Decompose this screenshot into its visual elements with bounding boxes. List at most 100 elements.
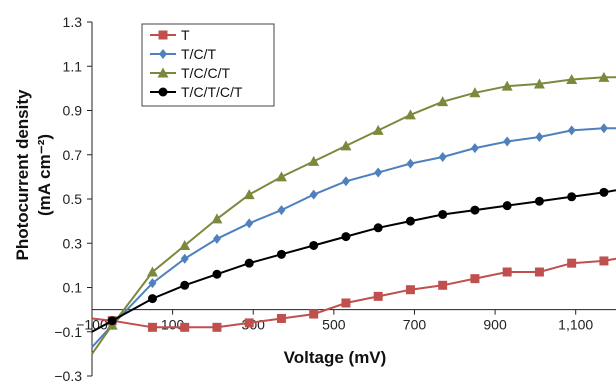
data-point-t-c-c-t xyxy=(243,189,255,200)
data-point-t-c-t-c-t xyxy=(502,201,512,211)
data-point-t-c-c-t xyxy=(308,155,320,166)
y-axis-title-line2: (mA cm⁻²) xyxy=(35,134,54,216)
y-tick-label: 1.1 xyxy=(63,58,83,74)
data-point-t-c-c-t xyxy=(275,171,287,182)
series-line-t-c-t-c-t xyxy=(91,189,616,333)
data-point-t xyxy=(147,322,157,332)
data-point-t-c-c-t xyxy=(533,78,545,89)
data-point-t-c-t xyxy=(374,167,383,178)
series-line-t-c-t xyxy=(91,127,616,348)
data-point-t-c-t-c-t xyxy=(309,240,319,250)
data-point-t-c-c-t xyxy=(211,213,223,224)
legend-label-t-c-c-t: T/C/C/T xyxy=(181,65,230,81)
data-point-t-c-c-t xyxy=(598,71,610,82)
data-point-t xyxy=(276,313,286,323)
x-tick-label: 700 xyxy=(403,317,427,333)
data-point-t-c-c-t xyxy=(501,80,513,91)
data-point-t-c-t-c-t xyxy=(341,232,351,242)
y-axis-title: Photocurrent density (mA cm⁻²) xyxy=(13,89,54,261)
data-point-t-c-t-c-t xyxy=(599,187,609,197)
y-tick-label: 0.7 xyxy=(63,147,83,163)
data-point-t-c-t xyxy=(470,143,479,154)
data-point-t xyxy=(244,318,254,328)
x-tick-label: −100 xyxy=(76,317,108,333)
data-point-t xyxy=(341,298,351,308)
x-tick-label: 100 xyxy=(161,317,185,333)
data-point-t xyxy=(405,285,415,295)
data-point-t-c-t xyxy=(406,158,415,169)
series-t-c-c-t xyxy=(91,71,616,355)
data-point-t-c-t-c-t xyxy=(276,249,286,259)
data-point-t xyxy=(502,267,512,277)
series-layer xyxy=(91,71,616,355)
y-tick-label: −0.3 xyxy=(54,368,82,383)
data-point-t-c-t xyxy=(309,189,318,200)
x-tick-label: 500 xyxy=(322,317,346,333)
data-point-t-c-t-c-t xyxy=(438,209,448,219)
y-tick-label: 0.9 xyxy=(63,103,83,119)
data-point-t-c-t xyxy=(277,205,286,216)
legend-label-t-c-t: T/C/T xyxy=(181,46,216,62)
data-point-t-c-t-c-t xyxy=(470,205,480,215)
data-point-t-c-c-t xyxy=(340,140,352,151)
data-point-t-c-t xyxy=(503,136,512,147)
data-point-t-c-t-c-t xyxy=(244,258,254,268)
series-t-c-t-c-t xyxy=(91,187,616,333)
x-tick-label: 1,100 xyxy=(558,317,593,333)
data-point-t xyxy=(180,322,190,332)
data-point-t-c-t xyxy=(148,278,157,289)
legend-marker-t-c-t xyxy=(159,49,167,59)
data-point-t-c-t xyxy=(212,233,221,244)
y-tick-label: 0.1 xyxy=(63,280,83,296)
data-point-t-c-t-c-t xyxy=(567,192,577,202)
data-point-t xyxy=(309,309,319,319)
data-point-t-c-t xyxy=(599,123,608,134)
data-point-t xyxy=(212,322,222,332)
data-point-t xyxy=(567,258,577,268)
data-point-t-c-t xyxy=(180,253,189,264)
x-axis-title: Voltage (mV) xyxy=(284,348,387,367)
data-point-t-c-c-t xyxy=(179,239,191,250)
data-point-t xyxy=(534,267,544,277)
x-tick-label: 900 xyxy=(483,317,507,333)
legend-label-t-c-t-c-t: T/C/T/C/T xyxy=(181,84,243,100)
data-point-t-c-t-c-t xyxy=(147,294,157,304)
data-point-t-c-t xyxy=(245,218,254,229)
data-point-t-c-t-c-t xyxy=(180,280,190,290)
data-point-t-c-t xyxy=(438,151,447,162)
y-axis-title-line1: Photocurrent density xyxy=(13,89,32,261)
data-point-t-c-c-t xyxy=(566,74,578,85)
data-point-t-c-c-t xyxy=(437,96,449,107)
x-tick-labels: −1001003005007009001,100 xyxy=(76,309,593,333)
legend-marker-t xyxy=(158,30,168,40)
data-point-t-c-c-t xyxy=(146,266,158,277)
series-line-t-c-c-t xyxy=(91,76,616,355)
data-point-t-c-c-t xyxy=(372,124,384,135)
legend-marker-t-c-c-t xyxy=(157,67,169,78)
y-tick-label: 0.3 xyxy=(63,235,83,251)
data-point-t xyxy=(470,274,480,284)
data-point-t-c-t-c-t xyxy=(107,316,117,326)
data-point-t xyxy=(599,256,609,266)
data-point-t-c-t-c-t xyxy=(373,223,383,233)
y-tick-labels: 1.3 1.1 0.9 0.7 0.5 0.3 0.1 −0.1 −0.3 xyxy=(54,14,92,383)
data-point-t-c-t-c-t xyxy=(534,196,544,206)
legend-marker-t-c-t-c-t xyxy=(158,87,168,97)
legend-label-t: T xyxy=(181,27,190,43)
y-tick-label: 1.3 xyxy=(63,14,83,30)
data-point-t xyxy=(438,280,448,290)
legend: T T/C/T T/C/C/T T/C/T/C/T xyxy=(141,23,275,107)
series-t-c-t xyxy=(91,123,616,348)
data-point-t-c-t xyxy=(535,132,544,143)
y-tick-label: −0.1 xyxy=(54,324,82,340)
data-point-t-c-t-c-t xyxy=(212,269,222,279)
data-point-t xyxy=(373,291,383,301)
data-point-t-c-t-c-t xyxy=(405,216,415,226)
series-line-t xyxy=(91,257,616,329)
data-point-t-c-c-t xyxy=(404,109,416,120)
data-point-t-c-t xyxy=(567,125,576,136)
y-tick-label: 0.5 xyxy=(63,191,83,207)
data-point-t-c-t xyxy=(341,176,350,187)
data-point-t-c-c-t xyxy=(469,87,481,98)
